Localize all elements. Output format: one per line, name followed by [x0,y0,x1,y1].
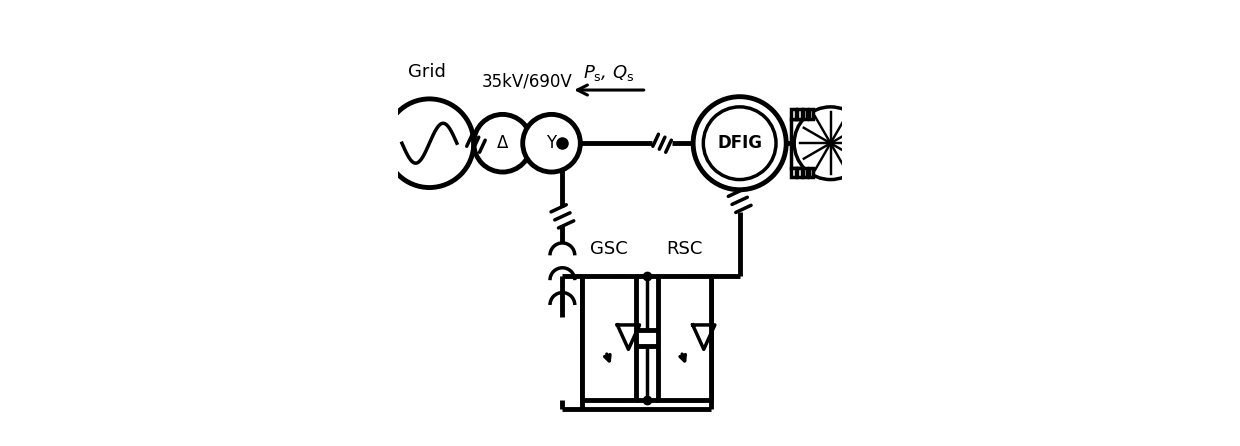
Text: DFIG: DFIG [717,134,763,152]
Bar [808,109,813,119]
Bar [797,168,801,178]
Circle shape [386,99,474,187]
Bar [791,109,796,119]
Bar [583,276,636,401]
Circle shape [794,107,867,180]
Circle shape [693,97,786,190]
Text: Δ: Δ [497,134,508,152]
Text: RSC: RSC [666,240,702,259]
Bar [797,109,801,119]
Bar [802,168,807,178]
Circle shape [523,115,580,172]
Bar [791,168,796,178]
Bar [808,168,813,178]
Bar [802,109,807,119]
Text: GSC: GSC [590,240,627,259]
Text: Y: Y [547,134,557,152]
Text: $P_\mathrm{s}$, $Q_\mathrm{s}$: $P_\mathrm{s}$, $Q_\mathrm{s}$ [583,63,635,83]
Bar [791,119,813,168]
Text: $U_\mathrm{dc}$: $U_\mathrm{dc}$ [658,326,684,345]
Circle shape [703,107,776,180]
Bar [657,276,711,401]
Text: Grid: Grid [408,63,446,81]
Circle shape [474,115,532,172]
Text: 35kV/690V: 35kV/690V [481,72,573,90]
